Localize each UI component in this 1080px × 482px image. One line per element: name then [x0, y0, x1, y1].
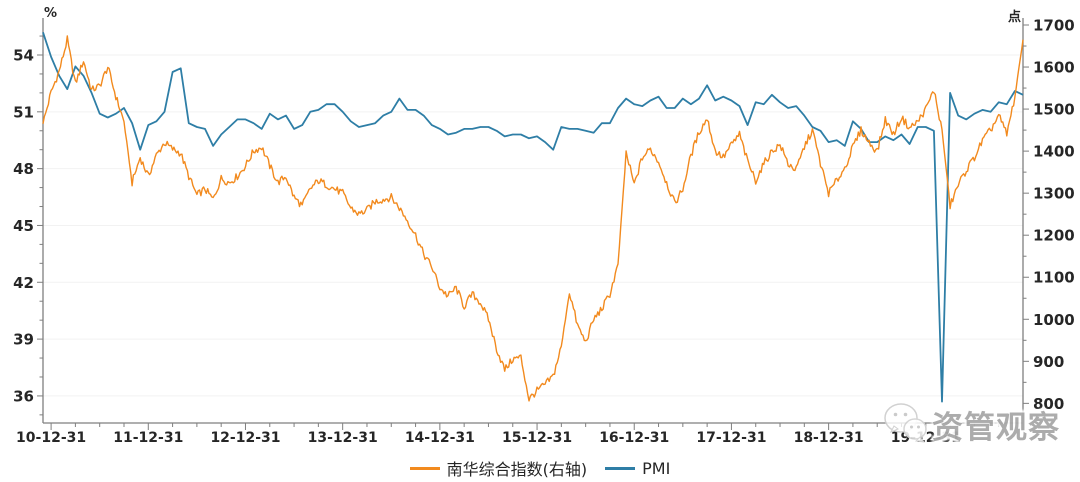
- x-axis-tick-label: 19-12-31: [891, 430, 961, 446]
- left-axis-tick-label: 54: [13, 47, 34, 65]
- x-axis-tick-label: 12-12-31: [210, 430, 280, 446]
- right-axis-tick-label: 1000: [1033, 311, 1075, 329]
- left-axis-unit: %: [44, 6, 57, 21]
- x-axis-tick-label: 16-12-31: [599, 430, 669, 446]
- x-axis-tick-label: 14-12-31: [405, 430, 475, 446]
- x-axis: 10-12-31 11-12-31 12-12-31 13-12-31 14-12-31…: [16, 423, 1024, 446]
- right-axis-tick-label: 1300: [1033, 185, 1075, 203]
- x-axis-tick-label: 17-12-31: [696, 430, 766, 446]
- right-axis-tick-label: 900: [1033, 353, 1064, 371]
- pmi-line-swatch: [605, 466, 636, 470]
- x-axis-tick-label: 15-12-31: [502, 430, 572, 446]
- legend: 南华综合指数(右轴) PMI: [0, 456, 1080, 480]
- left-axis-tick-label: 36: [13, 387, 34, 405]
- left-axis-tick-label: 48: [13, 160, 34, 178]
- right-axis-tick-label: 1200: [1033, 227, 1075, 245]
- left-axis-tick-label: 39: [13, 331, 34, 349]
- right-axis-tick-label: 1400: [1033, 143, 1075, 161]
- left-axis-tick-label: 45: [13, 217, 34, 235]
- legend-item-pmi: PMI: [605, 459, 670, 478]
- left-axis: 36 39 42 45 48 51 54: [13, 35, 43, 416]
- right-axis-tick-label: 800: [1033, 395, 1064, 413]
- nanhua-line-swatch: [409, 466, 440, 470]
- right-axis: 800 900 1000 1100 1200 1300 1400 1500 1600 1700: [1023, 17, 1075, 413]
- x-axis-tick-label: 11-12-31: [113, 430, 183, 446]
- right-axis-unit: 点: [1008, 9, 1021, 25]
- legend-label-nanhua: 南华综合指数(右轴): [446, 460, 588, 479]
- legend-item-nanhua: 南华综合指数(右轴): [409, 456, 588, 480]
- right-axis-tick-label: 1100: [1033, 269, 1075, 287]
- nanhua-index-line: [42, 35, 1024, 402]
- x-axis-tick-label: 10-12-31: [16, 430, 86, 446]
- x-axis-tick-label: 13-12-31: [308, 430, 378, 446]
- x-axis-tick-label: 18-12-31: [794, 430, 864, 446]
- right-axis-tick-label: 1600: [1033, 59, 1075, 77]
- right-axis-tick-label: 1700: [1033, 17, 1075, 35]
- pmi-line: [42, 32, 1024, 403]
- left-axis-tick-label: 42: [13, 274, 34, 292]
- right-axis-tick-label: 1500: [1033, 101, 1075, 119]
- legend-label-pmi: PMI: [642, 458, 671, 478]
- left-axis-tick-label: 51: [13, 103, 34, 121]
